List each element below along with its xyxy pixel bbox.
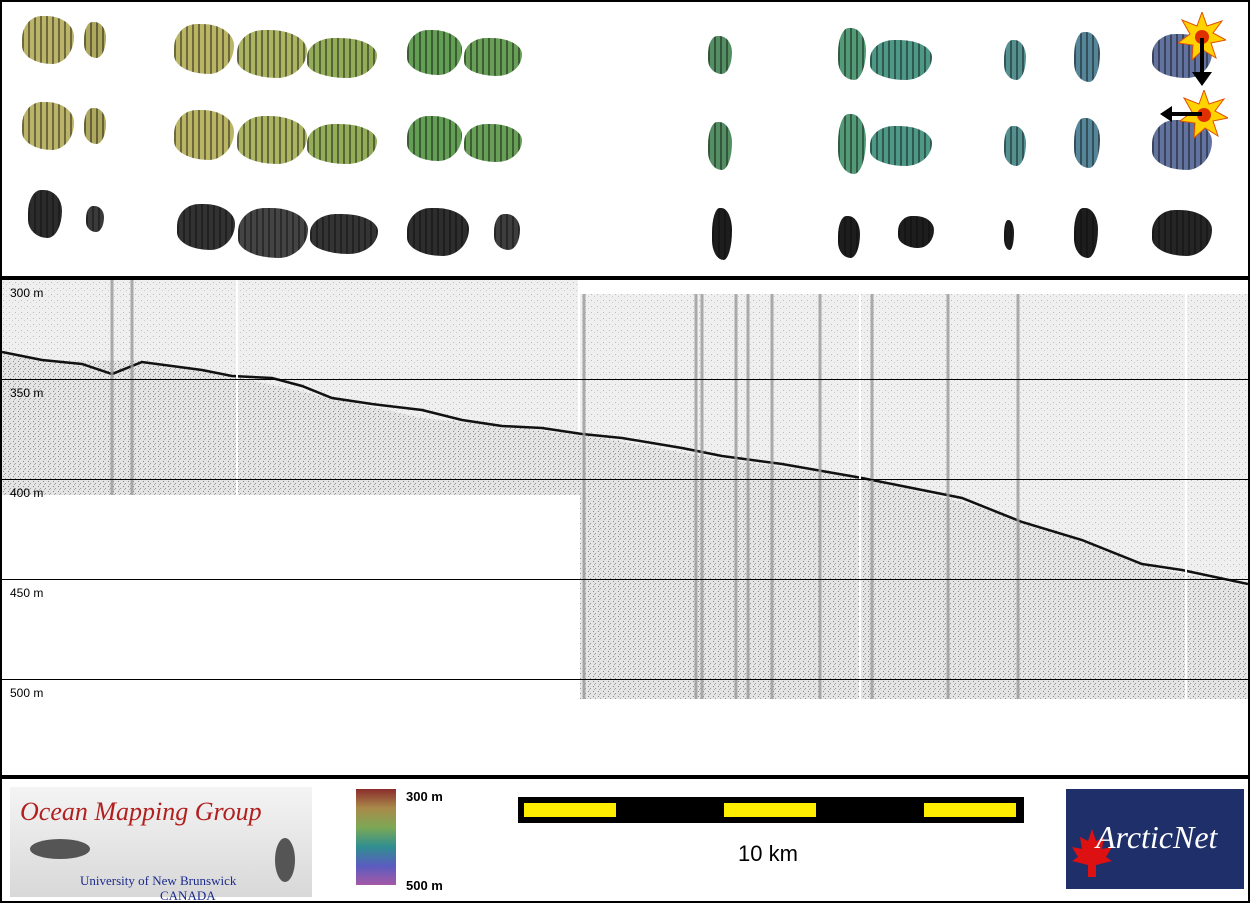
- swath-strip: [84, 108, 106, 144]
- omg-university: University of New Brunswick: [80, 873, 237, 888]
- sonar-ship-icon: [30, 839, 90, 859]
- arcticnet-logo: ArcticNet: [1066, 789, 1244, 889]
- swath-strip: [870, 126, 932, 166]
- colorbar-top-label: 300 m: [406, 789, 443, 804]
- scale-bar: [518, 797, 1024, 823]
- swath-strip: [22, 16, 74, 64]
- scale-segment: [724, 803, 816, 817]
- subbottom-profile-panel: 300 m 350 m 400 m 450 m 500 m: [2, 280, 1248, 779]
- swath-strip: [712, 208, 732, 260]
- legend-panel: Ocean Mapping Group University of New Br…: [2, 779, 1248, 901]
- swath-strip: [708, 36, 732, 74]
- swath-strip: [28, 190, 62, 238]
- swath-strip: [237, 30, 307, 78]
- swath-strip: [898, 216, 934, 248]
- depth-gridline: [2, 379, 1248, 380]
- swath-strip: [174, 24, 234, 74]
- swath-strip: [307, 38, 377, 78]
- swath-strip: [1074, 118, 1100, 168]
- scale-label: 10 km: [738, 841, 798, 866]
- fish-icon: [275, 838, 295, 882]
- swath-strip: [174, 110, 234, 160]
- swath-strip: [494, 214, 520, 250]
- swath-strip: [177, 204, 235, 250]
- arcticnet-text: ArcticNet: [1096, 819, 1218, 855]
- depth-label-300: 300 m: [10, 286, 44, 300]
- depth-colorbar: [356, 789, 396, 885]
- sun-icon: [1160, 90, 1228, 140]
- depth-label-400: 400 m: [10, 486, 44, 500]
- profile-image: [2, 280, 1248, 699]
- swath-strip: [1074, 208, 1098, 258]
- swath-strip: [407, 116, 462, 161]
- swath-strip: [22, 102, 74, 150]
- swath-strip: [307, 124, 377, 164]
- strip-row-lit-north: [2, 10, 1248, 88]
- swath-strip: [407, 30, 462, 75]
- swath-strip: [838, 114, 866, 174]
- swath-strip: [407, 208, 469, 256]
- depth-gridline: [2, 479, 1248, 480]
- scale-segment: [924, 803, 1016, 817]
- strip-row-backscatter: [2, 184, 1248, 262]
- scale-segment: [524, 803, 616, 817]
- swath-strip: [464, 124, 522, 162]
- swath-strip: [1004, 126, 1026, 166]
- depth-gridline: [2, 579, 1248, 580]
- swath-strip: [870, 40, 932, 80]
- swath-strip: [838, 28, 866, 80]
- swath-strip: [1004, 40, 1026, 80]
- swath-strip: [1074, 32, 1100, 82]
- ocean-mapping-group-logo: Ocean Mapping Group University of New Br…: [10, 787, 312, 901]
- depth-label-350: 350 m: [10, 386, 44, 400]
- swath-strip: [838, 216, 860, 258]
- omg-country: CANADA: [160, 888, 216, 903]
- swath-strip: [1152, 210, 1212, 256]
- depth-label-500: 500 m: [10, 686, 44, 700]
- swath-strip: [464, 38, 522, 76]
- swath-strip: [86, 206, 104, 232]
- maple-leaf-icon: [1072, 829, 1112, 877]
- swath-strip: [238, 208, 308, 258]
- depth-gridline: [2, 679, 1248, 680]
- swath-strip: [84, 22, 106, 58]
- sun-icon: [1178, 12, 1226, 86]
- swath-strip: [237, 116, 307, 164]
- depth-label-450: 450 m: [10, 586, 44, 600]
- colorbar-bottom-label: 500 m: [406, 878, 443, 893]
- swath-strip: [1004, 220, 1014, 250]
- omg-title: Ocean Mapping Group: [20, 797, 262, 826]
- swath-strips-panel: [2, 2, 1248, 280]
- swath-strip: [708, 122, 732, 170]
- strip-row-lit-east: [2, 90, 1248, 174]
- swath-strip: [310, 214, 378, 254]
